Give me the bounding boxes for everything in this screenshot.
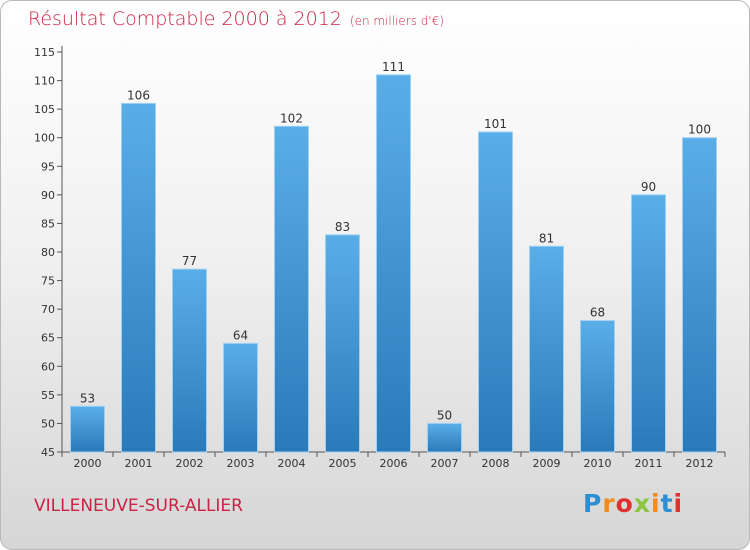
y-tick-label: 45 — [41, 446, 55, 459]
bar-2006 — [376, 74, 411, 453]
y-tick-label: 55 — [41, 389, 55, 402]
y-tick-label: 95 — [41, 160, 55, 173]
bar-2008 — [478, 131, 513, 453]
bar-2002 — [172, 268, 207, 453]
logo-letter: P — [583, 489, 603, 518]
x-tick-label: 2006 — [380, 457, 408, 470]
x-tick-label: 2003 — [227, 457, 255, 470]
y-tick-label: 80 — [41, 246, 55, 259]
bar-2011 — [631, 194, 666, 453]
y-tick-label: 75 — [41, 275, 55, 288]
bar-2007 — [427, 422, 462, 453]
logo-letter: i — [651, 489, 661, 518]
y-tick-label: 115 — [34, 46, 55, 59]
bar-value-label: 77 — [182, 254, 197, 268]
bar-2004 — [274, 125, 309, 453]
x-tick-label: 2002 — [176, 457, 204, 470]
y-tick-label: 100 — [34, 132, 55, 145]
proxiti-logo: Proxiti — [583, 489, 683, 518]
bar-value-label: 64 — [233, 328, 248, 342]
y-tick-label: 70 — [41, 303, 55, 316]
x-tick-label: 2007 — [431, 457, 459, 470]
bar-value-label: 102 — [280, 111, 303, 125]
y-tick-label: 65 — [41, 332, 55, 345]
bar-2001 — [121, 102, 156, 453]
bar-value-label: 50 — [437, 408, 452, 422]
y-tick-label: 90 — [41, 189, 55, 202]
bar-value-label: 81 — [539, 231, 554, 245]
logo-letter: t — [660, 489, 674, 518]
bar-value-label: 111 — [382, 60, 405, 74]
bar-2009 — [529, 245, 564, 453]
x-tick-label: 2012 — [686, 457, 714, 470]
x-tick-label: 2008 — [482, 457, 510, 470]
bar-value-label: 101 — [484, 117, 507, 131]
bar-2003 — [223, 342, 258, 453]
y-tick-label: 110 — [34, 75, 55, 88]
y-tick-label: 105 — [34, 103, 55, 116]
x-tick-label: 2009 — [533, 457, 561, 470]
bar-2012 — [682, 137, 717, 453]
logo-letter: r — [602, 489, 616, 518]
bar-value-label: 100 — [688, 123, 711, 137]
bar-2005 — [325, 234, 360, 453]
bar-value-label: 90 — [641, 180, 656, 194]
x-tick-label: 2000 — [74, 457, 102, 470]
chart-title-main: Résultat Comptable 2000 à 2012 — [28, 8, 342, 30]
city-name: VILLENEUVE-SUR-ALLIER — [34, 496, 243, 516]
bar-2000 — [70, 405, 105, 453]
logo-letter: x — [633, 489, 651, 518]
x-tick-label: 2005 — [329, 457, 357, 470]
bar-value-label: 106 — [127, 88, 150, 102]
chart-title: Résultat Comptable 2000 à 2012 (en millie… — [28, 8, 444, 30]
chart-subtitle: (en milliers d'€) — [349, 14, 445, 28]
x-tick-label: 2001 — [125, 457, 153, 470]
logo-letter: o — [615, 489, 634, 518]
y-tick-label: 60 — [41, 360, 55, 373]
bar-value-label: 68 — [590, 306, 605, 320]
logo-letter: i — [673, 489, 684, 518]
bar-value-label: 83 — [335, 220, 350, 234]
x-tick-label: 2011 — [635, 457, 663, 470]
y-tick-label: 50 — [41, 417, 55, 430]
x-tick-label: 2004 — [278, 457, 306, 470]
bar-value-label: 53 — [80, 391, 95, 405]
y-tick-label: 85 — [41, 217, 55, 230]
bar-2010 — [580, 320, 615, 453]
x-tick-label: 2010 — [584, 457, 612, 470]
